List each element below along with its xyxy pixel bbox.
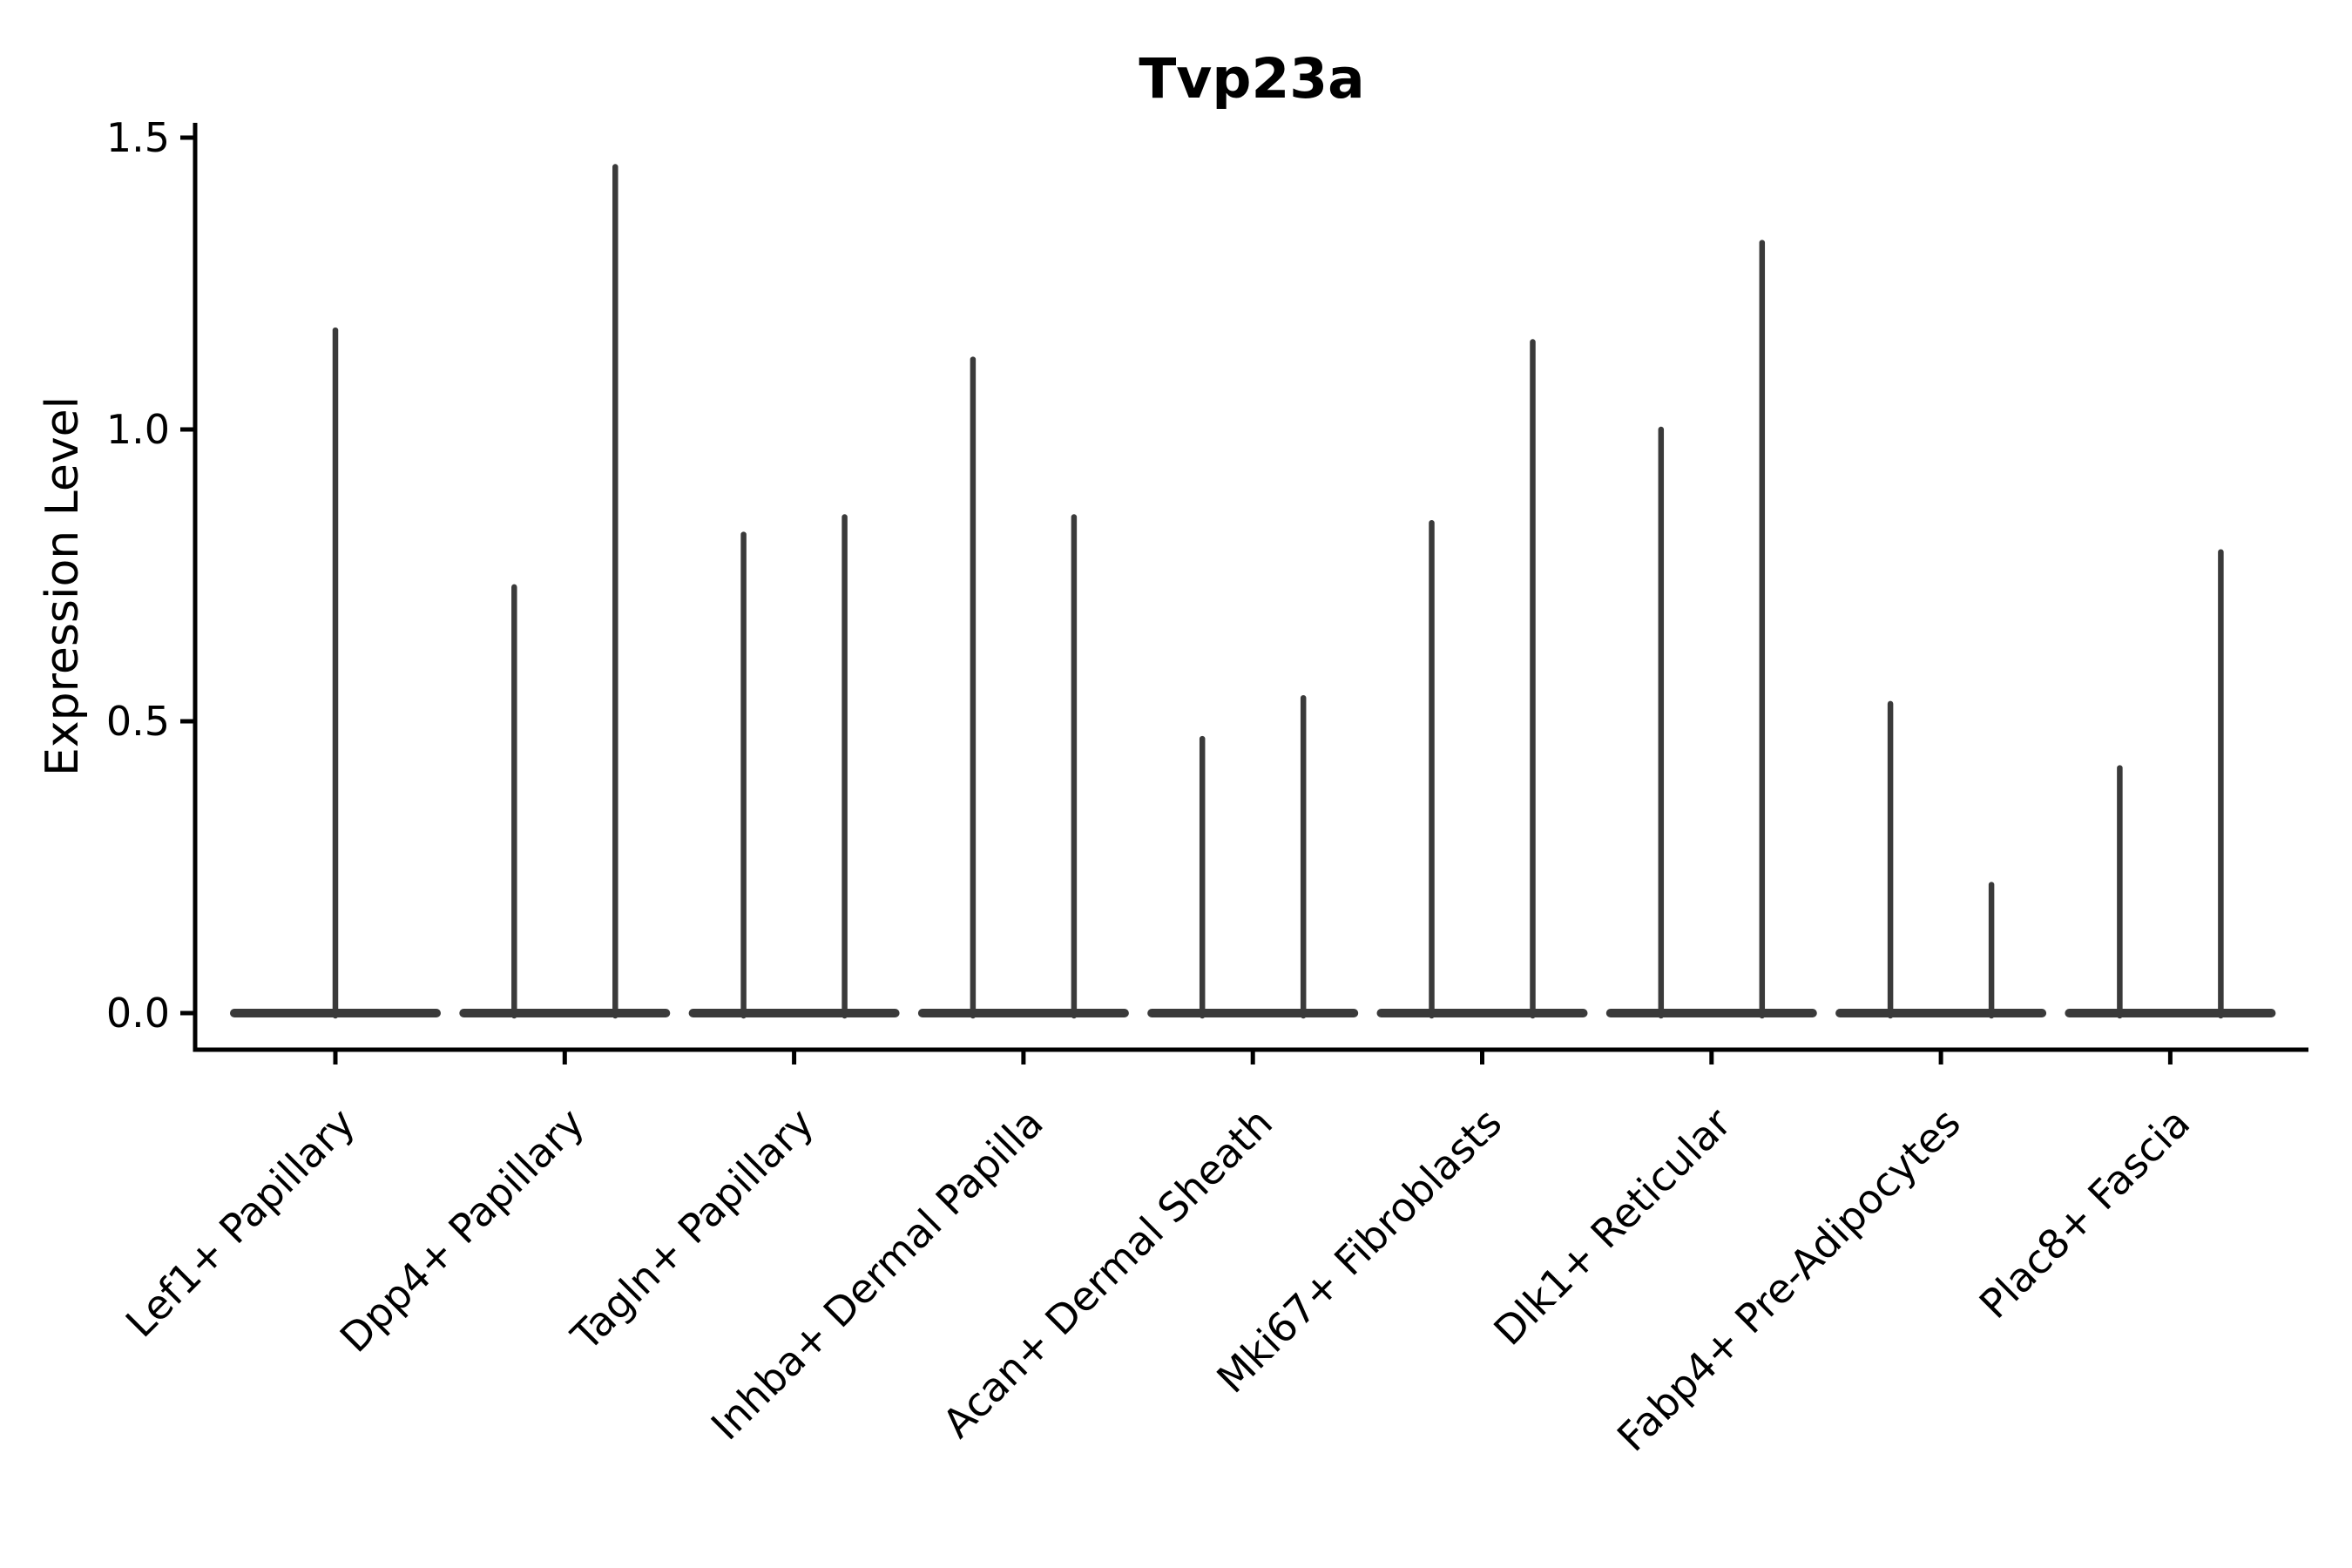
- y-tick-label: 0.5: [106, 698, 170, 745]
- x-tick-label: Plac8+ Fascia: [1970, 1099, 2199, 1328]
- y-tick-label: 1.0: [106, 406, 170, 453]
- x-tick-label: Dpp4+ Papillary: [331, 1099, 593, 1362]
- x-tick-label: Dlk1+ Reticular: [1484, 1099, 1740, 1355]
- y-tick-label: 0.0: [106, 990, 170, 1037]
- y-tick-label: 1.5: [106, 114, 170, 161]
- x-tick-label: Lef1+ Papillary: [117, 1099, 364, 1347]
- y-axis-title: Expression Level: [37, 396, 89, 776]
- chart-title: Tvp23a: [1139, 47, 1364, 111]
- x-tick-label: Tagln+ Papillary: [562, 1099, 823, 1361]
